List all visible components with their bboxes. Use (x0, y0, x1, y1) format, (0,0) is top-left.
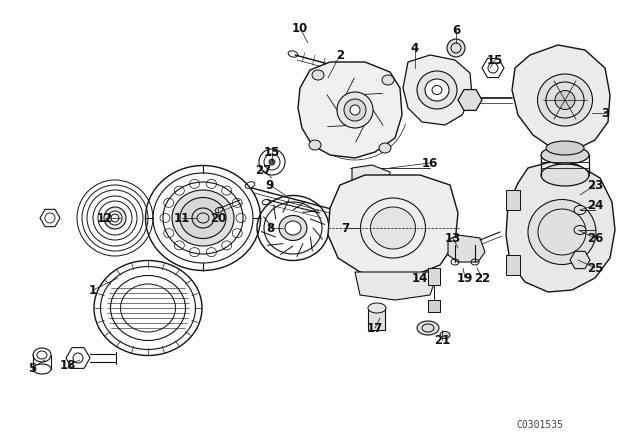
Text: 7: 7 (341, 221, 349, 234)
Ellipse shape (555, 90, 575, 109)
Text: 22: 22 (474, 271, 490, 284)
Ellipse shape (371, 207, 415, 249)
Ellipse shape (180, 198, 226, 238)
Circle shape (383, 228, 397, 242)
Ellipse shape (104, 207, 126, 229)
Ellipse shape (546, 141, 584, 155)
Text: 18: 18 (60, 358, 76, 371)
Polygon shape (355, 272, 438, 300)
Ellipse shape (108, 211, 122, 225)
Ellipse shape (379, 143, 391, 153)
Ellipse shape (417, 321, 439, 335)
Polygon shape (368, 308, 385, 330)
Text: 14: 14 (412, 271, 428, 284)
Text: 15: 15 (264, 146, 280, 159)
Circle shape (421, 228, 435, 242)
Ellipse shape (538, 74, 593, 126)
Polygon shape (506, 190, 520, 210)
Circle shape (288, 223, 298, 233)
Polygon shape (403, 55, 472, 125)
Circle shape (401, 193, 415, 207)
Text: 3: 3 (601, 107, 609, 120)
Polygon shape (506, 162, 615, 292)
Text: 1: 1 (89, 284, 97, 297)
Circle shape (383, 211, 397, 225)
Text: 12: 12 (97, 211, 113, 224)
Text: C0301535: C0301535 (516, 420, 563, 430)
Text: 26: 26 (587, 232, 603, 245)
Ellipse shape (344, 99, 366, 121)
Text: 8: 8 (266, 221, 274, 234)
Text: 2: 2 (336, 48, 344, 61)
Text: 11: 11 (174, 211, 190, 224)
Text: 6: 6 (452, 23, 460, 36)
Ellipse shape (312, 70, 324, 80)
Ellipse shape (279, 215, 307, 241)
Polygon shape (428, 300, 440, 312)
Text: 27: 27 (255, 164, 271, 177)
Text: 20: 20 (210, 211, 226, 224)
Ellipse shape (528, 199, 596, 264)
Circle shape (421, 211, 435, 225)
Text: 21: 21 (434, 333, 450, 346)
Text: 4: 4 (411, 42, 419, 55)
Circle shape (351, 106, 359, 114)
Circle shape (383, 193, 397, 207)
Polygon shape (428, 268, 440, 285)
Circle shape (199, 214, 207, 222)
Polygon shape (352, 165, 390, 202)
Text: 5: 5 (28, 362, 36, 375)
Ellipse shape (285, 221, 301, 235)
Circle shape (112, 215, 118, 221)
Ellipse shape (350, 105, 360, 115)
Text: 13: 13 (445, 232, 461, 245)
Circle shape (447, 39, 465, 57)
Circle shape (421, 193, 435, 207)
Ellipse shape (309, 140, 321, 150)
Ellipse shape (172, 190, 234, 246)
Polygon shape (570, 251, 590, 269)
Text: 9: 9 (266, 178, 274, 191)
Polygon shape (458, 90, 482, 110)
Text: 23: 23 (587, 178, 603, 191)
Polygon shape (448, 235, 485, 262)
Ellipse shape (574, 206, 586, 215)
Polygon shape (512, 45, 610, 150)
Text: 25: 25 (587, 262, 603, 275)
Ellipse shape (382, 75, 394, 85)
Circle shape (401, 211, 415, 225)
Ellipse shape (541, 146, 589, 164)
Text: 15: 15 (487, 53, 503, 66)
Polygon shape (506, 255, 520, 275)
Ellipse shape (541, 164, 589, 186)
Ellipse shape (337, 92, 373, 128)
Ellipse shape (574, 225, 586, 234)
Text: 16: 16 (422, 156, 438, 169)
Ellipse shape (440, 332, 450, 339)
Text: 24: 24 (587, 198, 603, 211)
Circle shape (269, 159, 275, 165)
Ellipse shape (417, 71, 457, 109)
Polygon shape (298, 62, 402, 158)
Text: 17: 17 (367, 322, 383, 335)
Ellipse shape (425, 79, 449, 101)
Polygon shape (328, 175, 458, 278)
Circle shape (401, 228, 415, 242)
Text: 10: 10 (292, 22, 308, 34)
Ellipse shape (368, 303, 386, 313)
Text: 19: 19 (457, 271, 473, 284)
